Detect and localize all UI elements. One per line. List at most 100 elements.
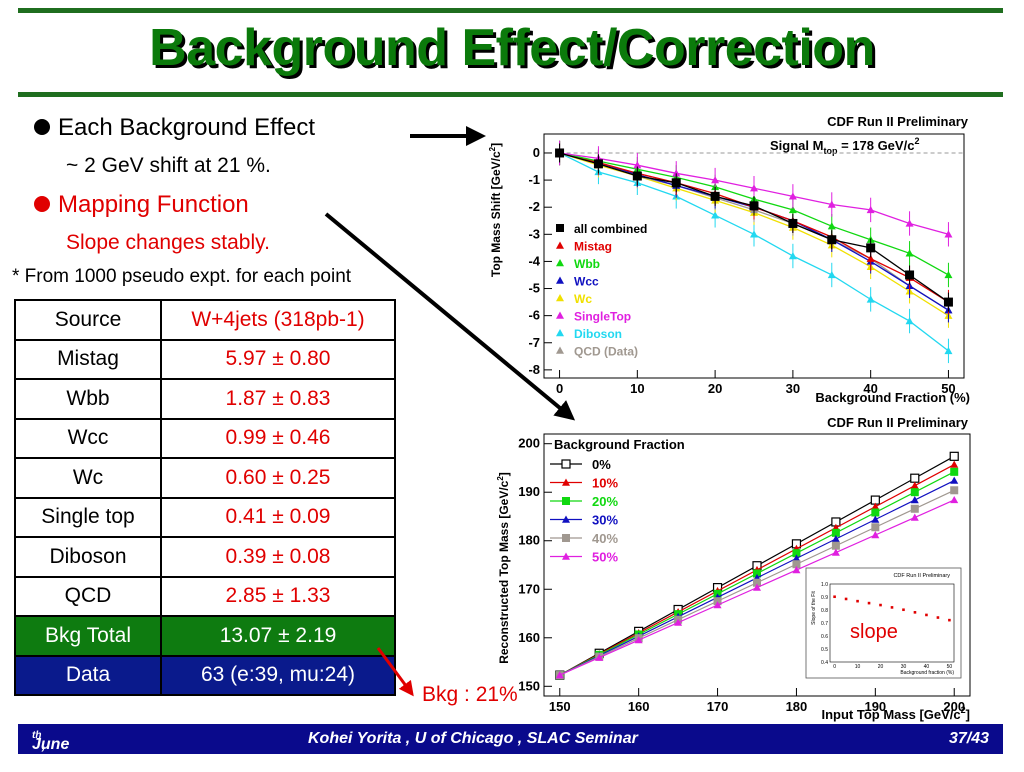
data-point xyxy=(910,504,919,513)
legend-label: Mistag xyxy=(574,240,612,254)
legend-label: Diboson xyxy=(574,327,622,341)
table-row: Wc 0.60 ± 0.25 xyxy=(14,457,396,499)
inset-x-tick-label: 10 xyxy=(855,664,861,670)
data-point xyxy=(753,578,761,587)
data-point xyxy=(593,159,603,169)
inset-y-tick-label: 0.8 xyxy=(821,608,828,614)
bullet-2-sub: Slope changes stably. xyxy=(66,231,270,254)
y-tick-label: 0 xyxy=(533,145,540,160)
data-point xyxy=(871,523,880,532)
x-tick-label: 50 xyxy=(941,381,955,396)
legend-label: 40% xyxy=(592,531,618,546)
legend-marker xyxy=(556,224,564,232)
data-point xyxy=(905,270,915,280)
x-tick-label: 200 xyxy=(943,699,965,714)
legend-marker xyxy=(556,259,564,267)
data-point xyxy=(711,211,720,219)
table-row: Mistag 5.97 ± 0.80 xyxy=(14,338,396,380)
table-cell-source: Diboson xyxy=(14,536,162,578)
plot-area: 0 10 20 30 40 50 0 -1 -2 -3 -4 -5 -6 -7 -8 xyxy=(528,133,965,396)
data-point xyxy=(866,243,876,253)
data-point xyxy=(555,148,565,158)
arrow-to-bottom-chart xyxy=(324,212,576,421)
x-tick-label: 30 xyxy=(786,381,800,396)
table-header-source: Source xyxy=(14,299,162,341)
x-tick-label: 160 xyxy=(628,699,650,714)
inset-frame xyxy=(805,567,962,679)
y-tick-label: 190 xyxy=(518,484,540,499)
legend-marker xyxy=(556,294,564,302)
table-row: Wcc 0.99 ± 0.46 xyxy=(14,417,396,459)
inset-y-label: Slope of the Fit xyxy=(811,591,817,625)
y-tick-label: -8 xyxy=(528,362,540,377)
data-point xyxy=(750,230,758,238)
table-cell-source: Wcc xyxy=(14,417,162,459)
inset-point xyxy=(867,601,871,605)
legend-title: Background Fraction xyxy=(554,437,685,452)
chart-subtitle-sup: 2 xyxy=(914,136,919,146)
x-tick-label: 190 xyxy=(864,699,886,714)
inset-point xyxy=(913,611,917,614)
x-tick-label: 180 xyxy=(786,699,808,714)
data-point xyxy=(910,513,919,521)
title-rule xyxy=(18,92,1003,97)
data-point xyxy=(950,486,959,495)
bullet-2: Mapping Function xyxy=(34,191,249,219)
y-tick-label: -2 xyxy=(528,199,540,214)
footer-date-text: June 7 xyxy=(32,736,70,771)
footer-page: 37/43 xyxy=(948,730,989,747)
data-point xyxy=(910,496,919,504)
data-point xyxy=(944,270,953,279)
y-tick-label: -7 xyxy=(528,335,540,350)
y-axis-label-tail: ] xyxy=(497,472,511,476)
data-point xyxy=(788,252,797,260)
table-cell-source: QCD xyxy=(14,575,162,617)
data-point xyxy=(671,178,681,188)
table-cell-value: 0.39 ± 0.08 xyxy=(160,536,396,578)
y-axis-label-tail: ] xyxy=(489,143,503,147)
data-point xyxy=(753,569,761,578)
inset-point xyxy=(890,606,894,609)
legend-marker xyxy=(556,346,564,354)
data-point xyxy=(713,601,722,609)
legend-marker xyxy=(562,534,570,542)
data-point xyxy=(905,317,914,325)
inset-point xyxy=(856,599,859,603)
legend-marker xyxy=(556,241,564,249)
footer-date-sup: th xyxy=(32,730,42,741)
table-row-data: Data 63 (e:39, mu:24) xyxy=(14,654,396,696)
table-cell-value: 13.07 ± 2.19 xyxy=(160,615,396,657)
data-point xyxy=(831,541,840,550)
x-tick-label: 150 xyxy=(549,699,571,714)
data-point xyxy=(710,191,720,201)
data-point xyxy=(632,171,642,181)
y-axis-label-sup: 2 xyxy=(488,146,497,151)
y-tick-label: 160 xyxy=(518,630,540,645)
data-point xyxy=(944,230,953,238)
footer-date-tail: , 2005 xyxy=(41,736,78,771)
data-point xyxy=(831,534,840,543)
inset-title: CDF Run II Preliminary xyxy=(893,573,950,579)
legend-label: 50% xyxy=(592,550,618,565)
legend-label: 20% xyxy=(592,494,618,509)
legend-marker xyxy=(562,478,570,486)
slide-title: Background Effect/Correction xyxy=(149,19,875,77)
data-point xyxy=(944,346,953,355)
inset-plot-frame xyxy=(829,583,955,663)
table-cell-source: Wbb xyxy=(14,378,162,420)
top-rule xyxy=(18,8,1003,13)
data-point xyxy=(827,270,836,279)
bullet-2-text: Mapping Function xyxy=(58,191,249,218)
inset-y-tick-label: 1.0 xyxy=(821,582,828,588)
table-cell-value: 1.87 ± 0.83 xyxy=(160,378,396,420)
inset-x-label: Background fraction (%) xyxy=(900,670,954,676)
table-cell-source: Bkg Total xyxy=(14,615,162,657)
slope-inset: CDF Run II Preliminary 0 10 20 30 40 50 0.4 0.5 0… xyxy=(805,567,962,679)
data-point xyxy=(634,636,643,644)
table-cell-value: 0.99 ± 0.46 xyxy=(160,417,396,459)
y-tick-label: 170 xyxy=(518,581,540,596)
y-tick-label: 150 xyxy=(518,678,540,693)
inset-point xyxy=(925,613,928,617)
